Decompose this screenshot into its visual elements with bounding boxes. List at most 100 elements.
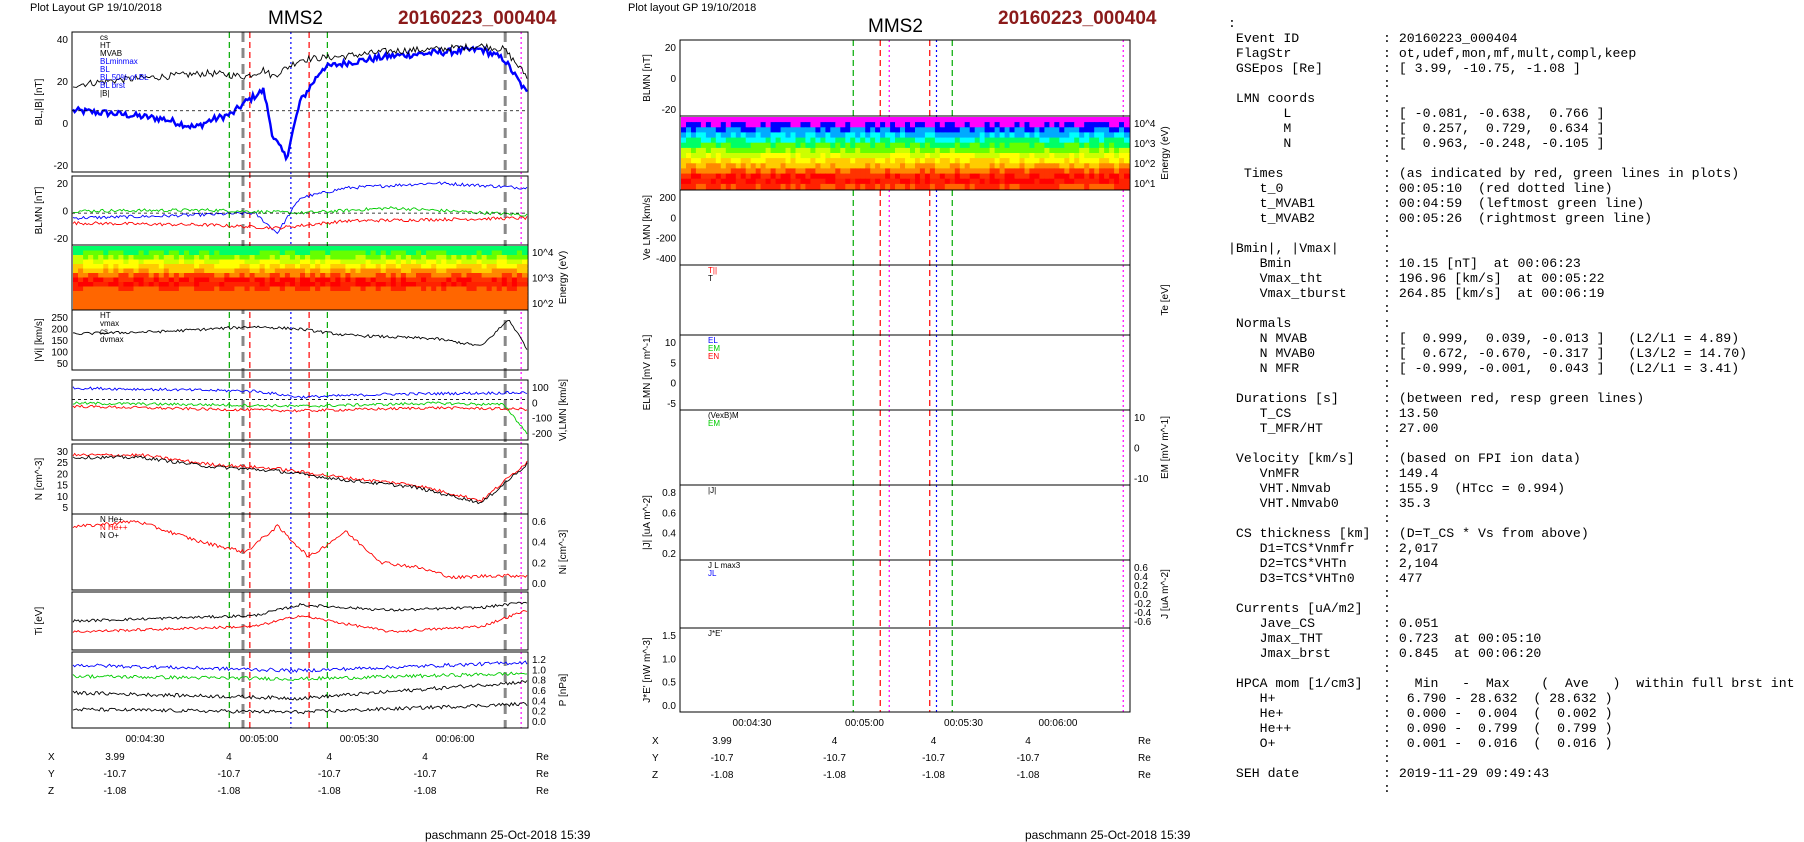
spectrogram-cell bbox=[979, 158, 986, 164]
spectrogram-cell bbox=[189, 268, 195, 274]
spectrogram-cell bbox=[850, 183, 856, 190]
spectrogram-cell bbox=[979, 153, 986, 159]
summary-key: Normals bbox=[1228, 316, 1292, 331]
summary-value: : 149.4 bbox=[1383, 466, 1439, 481]
spectrogram-cell bbox=[204, 246, 210, 252]
spectrogram-cell bbox=[880, 142, 886, 149]
spectrogram-cell bbox=[390, 268, 397, 274]
spectrogram-cell bbox=[224, 255, 230, 261]
spectrogram-cell bbox=[1034, 132, 1040, 139]
spectrogram-cell bbox=[516, 286, 523, 292]
spectrogram-cell bbox=[795, 132, 802, 139]
summary-value: : 0.051 bbox=[1383, 616, 1439, 631]
spectrogram-cell bbox=[184, 300, 190, 306]
event-summary-table: : Event ID: 20160223_000404 FlagStr: ot,… bbox=[1228, 16, 1798, 796]
spectrogram-cell bbox=[885, 137, 891, 144]
spectrogram-cell bbox=[229, 273, 235, 279]
spectrogram-cell bbox=[979, 122, 986, 128]
spectrogram-cell bbox=[168, 255, 175, 261]
spectrogram-cell bbox=[949, 163, 956, 169]
spectrogram-cell bbox=[350, 250, 356, 256]
spectrogram-cell bbox=[113, 250, 119, 256]
spectrogram-cell bbox=[715, 178, 722, 185]
spectrogram-cell bbox=[875, 132, 881, 139]
spectrogram-cell bbox=[835, 142, 841, 149]
spectrogram-cell bbox=[496, 250, 503, 256]
spectrogram-cell bbox=[720, 147, 727, 154]
spectrogram-cell bbox=[979, 147, 986, 154]
y-tick-label: 0.8 bbox=[662, 488, 676, 499]
spectrogram-cell bbox=[1109, 137, 1115, 144]
spectrogram-cell bbox=[310, 291, 316, 297]
spectrogram-cell bbox=[148, 282, 155, 288]
y-tick-label: 0.6 bbox=[532, 686, 546, 697]
summary-key: He++ bbox=[1228, 721, 1292, 736]
spectrogram-cell bbox=[330, 273, 336, 279]
spectrogram-cell bbox=[284, 268, 291, 274]
spectrogram-cell bbox=[330, 304, 336, 310]
spectrogram-cell bbox=[770, 178, 777, 185]
y-tick-label: -5 bbox=[667, 399, 676, 410]
spectrogram-cell bbox=[1074, 122, 1080, 128]
spectrogram-cell bbox=[446, 277, 452, 283]
spectrogram-cell bbox=[138, 286, 145, 292]
spectrogram-cell bbox=[1124, 178, 1130, 185]
spectrogram-cell bbox=[310, 295, 316, 301]
spectrogram-cell bbox=[441, 282, 447, 288]
spectrogram-cell bbox=[810, 147, 816, 154]
spectrogram-cell bbox=[1024, 178, 1031, 185]
subplot-frame bbox=[679, 409, 1131, 486]
spectrogram-cell bbox=[905, 127, 911, 133]
spectrogram-cell bbox=[805, 127, 811, 133]
spectrogram-cell bbox=[969, 142, 976, 149]
spectrogram-cell bbox=[681, 158, 687, 164]
spectrogram-cell bbox=[264, 259, 271, 265]
spectrogram-cell bbox=[385, 295, 392, 301]
spectrogram-cell bbox=[143, 300, 150, 306]
spectrogram-cell bbox=[1089, 147, 1095, 154]
spectrogram-cell bbox=[1064, 147, 1070, 154]
summary-key: N MVAB bbox=[1228, 331, 1308, 346]
spectrogram-cell bbox=[496, 291, 503, 297]
spectrogram-cell bbox=[138, 264, 145, 270]
spectrogram-cell bbox=[491, 304, 498, 310]
summary-value: : (D=T_CS * Vs from above) bbox=[1383, 526, 1589, 541]
summary-key: VnMFR bbox=[1228, 466, 1300, 481]
spectrogram-cell bbox=[865, 137, 871, 144]
spectrogram-cell bbox=[775, 137, 782, 144]
spectrogram-cell bbox=[1014, 168, 1021, 175]
spectrogram-cell bbox=[1039, 178, 1045, 185]
legend-entry: N He++ bbox=[100, 523, 128, 532]
spectrogram-cell bbox=[431, 268, 437, 274]
spectrogram-cell bbox=[880, 147, 886, 154]
y-tick-label: 20 bbox=[57, 77, 69, 88]
spectrogram-cell bbox=[860, 132, 866, 139]
spectrogram-cell bbox=[360, 255, 367, 261]
spectrogram-cell bbox=[209, 273, 215, 279]
spectrogram-cell bbox=[426, 295, 432, 301]
summary-key: VHT.Nmvab0 bbox=[1228, 496, 1339, 511]
spectrogram-cell bbox=[999, 142, 1006, 149]
spectrogram-cell bbox=[466, 291, 473, 297]
spectrogram-cell bbox=[710, 147, 717, 154]
spectrogram-cell bbox=[999, 153, 1006, 159]
spectrogram-cell bbox=[780, 117, 787, 123]
spectrogram-cell bbox=[885, 168, 891, 175]
spectrogram-cell bbox=[335, 300, 341, 306]
spectrogram-cell bbox=[315, 268, 321, 274]
spectrogram-cell bbox=[939, 163, 946, 169]
spectrogram-cell bbox=[1084, 178, 1090, 185]
legend-entry: EM bbox=[708, 419, 720, 428]
spectrogram-cell bbox=[209, 255, 215, 261]
spectrogram-cell bbox=[461, 264, 467, 270]
spectrogram-cell bbox=[325, 295, 331, 301]
spectrogram-cell bbox=[890, 153, 896, 159]
spectrogram-cell bbox=[264, 268, 271, 274]
spectrogram-cell bbox=[370, 291, 377, 297]
spectrogram-cell bbox=[905, 173, 911, 180]
spectrogram-cell bbox=[780, 127, 787, 133]
spectrogram-cell bbox=[870, 142, 876, 149]
spectrogram-cell bbox=[800, 132, 807, 139]
spectrogram-cell bbox=[315, 295, 321, 301]
spectrogram-cell bbox=[426, 273, 432, 279]
